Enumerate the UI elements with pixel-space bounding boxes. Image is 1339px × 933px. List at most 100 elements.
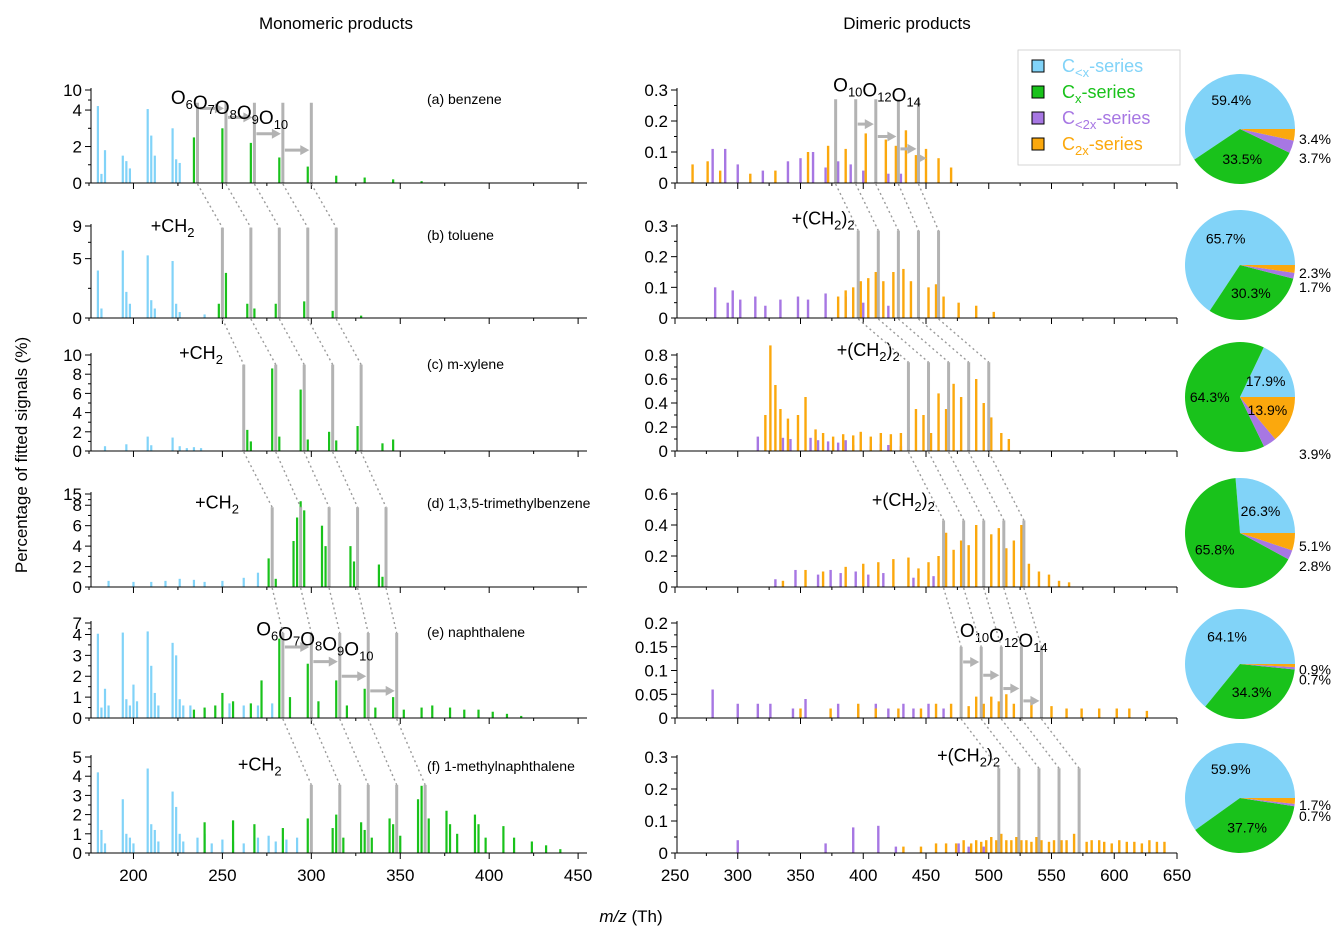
bar [849,164,852,183]
bar [328,431,331,451]
bar [804,569,807,587]
bar [954,843,958,853]
x-axis-label-unit: (Th) [627,907,663,926]
bar [824,843,827,853]
bar [899,173,903,183]
label-part: +CH [195,493,232,513]
y-tick-label: 6 [73,384,82,403]
bar [1047,574,1051,587]
bar [1037,571,1041,587]
legend-swatch [1031,111,1045,125]
bar [427,818,430,853]
bar [146,768,149,853]
bar [882,573,885,587]
legend-swatch [1031,59,1045,73]
bar [363,688,366,718]
bar [306,439,309,451]
dotted-connector [1003,587,1023,647]
label-part: ) [841,208,847,228]
bar [844,440,847,451]
label-part: O [171,88,186,109]
bar [150,665,153,718]
label-part: O [278,625,293,646]
label-part: 2x [1075,143,1089,158]
bar [278,638,281,718]
bar [949,703,953,718]
bar [377,564,381,587]
bar [100,829,103,853]
label-part: O [989,626,1004,647]
bar [477,709,480,718]
oxygen-label: O10O12O14 [833,75,921,109]
label-part: ) [987,745,993,765]
panel-a-dimer: 00.10.20.3 O10O12O14 [644,75,1178,193]
bar [203,707,206,718]
arrow-head [917,153,927,164]
bar [889,434,893,451]
bar [914,409,918,451]
bar [927,287,930,318]
dotted-connector [942,587,962,647]
bar [806,299,810,318]
bar [1133,841,1136,853]
bar [246,303,249,318]
bar [335,175,338,183]
bar [927,562,930,587]
bar [1000,833,1003,853]
bar [100,173,103,183]
label-part: O [960,621,975,642]
oxygen-label: O6O7O8O9O10 [256,620,373,664]
label-part: O [322,635,337,656]
pie-label: 17.9% [1246,373,1286,389]
bar [153,829,156,853]
bar [484,837,487,853]
bar [736,703,739,718]
dotted-connector [835,183,859,231]
label-part: 2 [893,349,900,364]
bar [879,433,883,451]
label-part: ) [922,490,928,510]
bar [779,299,782,318]
bar [342,837,345,853]
panel-label: (c) m-xylene [427,356,504,372]
dotted-connector [857,318,909,363]
dotted-connector [282,183,309,228]
ch2-label: +(CH2)2 [937,745,1000,769]
bar [178,312,181,318]
bar [242,843,245,853]
bar [944,409,948,451]
bar [392,697,395,718]
x-tick-label: 350 [786,866,814,885]
y-axis-label: Percentage of fitted signals (%) [12,337,31,573]
x-tick-label: 450 [564,866,592,885]
x-tick-label: 300 [297,866,325,885]
y-tick-label: 0 [659,578,668,597]
panel-label: (b) toluene [427,227,494,243]
y-tick-label: 0.15 [635,638,668,657]
label-part: 10 [975,630,989,645]
bar [431,705,434,718]
oxygen-label: O10O12O14 [960,621,1048,655]
bar [1057,580,1061,587]
label-part: +(CH [837,340,880,360]
bar [769,703,772,718]
y-tick-label: 0 [73,709,82,728]
bar [902,268,905,318]
pie-slice [1240,129,1294,153]
bar [799,708,802,718]
bar [199,448,203,451]
bar [260,680,263,718]
bar [559,849,562,853]
bar [1005,694,1008,718]
bar [171,437,174,451]
bar [392,824,395,853]
bar [157,841,160,853]
pie-slice [1240,265,1295,273]
dotted-connector [221,318,245,365]
y-tick-label: 1 [73,688,82,707]
dotted-connectors [196,183,1080,786]
arrow-head [907,143,917,154]
bar [829,708,832,718]
